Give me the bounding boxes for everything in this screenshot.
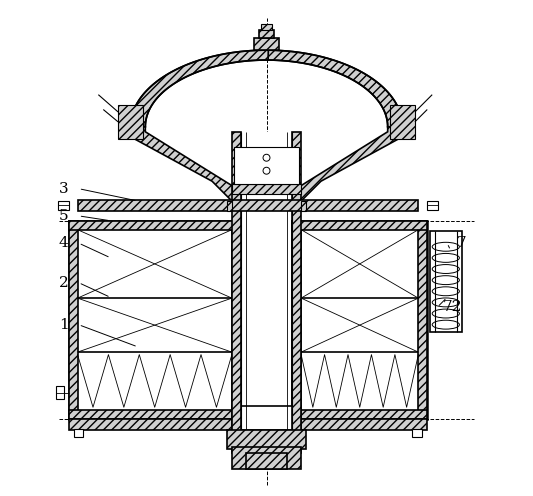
- Bar: [232, 184, 301, 193]
- Bar: [301, 201, 306, 211]
- Bar: [69, 410, 241, 419]
- Bar: [292, 221, 427, 419]
- Bar: [241, 132, 292, 453]
- Bar: [232, 221, 241, 419]
- Bar: [56, 386, 64, 399]
- Bar: [228, 430, 305, 449]
- Bar: [69, 221, 241, 230]
- Bar: [232, 406, 301, 430]
- Polygon shape: [131, 127, 241, 201]
- Circle shape: [263, 154, 270, 161]
- Bar: [118, 105, 143, 139]
- Bar: [413, 429, 422, 437]
- Bar: [69, 221, 78, 419]
- Text: 4: 4: [59, 236, 69, 250]
- Bar: [390, 105, 415, 139]
- Bar: [292, 410, 427, 419]
- Bar: [427, 201, 438, 210]
- Polygon shape: [131, 127, 146, 139]
- Bar: [261, 24, 272, 30]
- Ellipse shape: [432, 264, 459, 273]
- Ellipse shape: [432, 253, 459, 262]
- Polygon shape: [131, 50, 268, 127]
- Polygon shape: [268, 50, 402, 127]
- Bar: [78, 200, 418, 211]
- Bar: [69, 221, 241, 419]
- Bar: [232, 447, 301, 469]
- Bar: [74, 429, 84, 437]
- Ellipse shape: [432, 243, 459, 251]
- Ellipse shape: [432, 276, 459, 285]
- Bar: [292, 221, 427, 230]
- Text: 72: 72: [442, 301, 462, 314]
- Text: 7: 7: [457, 236, 467, 250]
- Text: 3: 3: [59, 182, 69, 195]
- Ellipse shape: [432, 287, 459, 296]
- Bar: [235, 147, 298, 184]
- Bar: [227, 201, 232, 211]
- Bar: [430, 231, 462, 332]
- Bar: [418, 221, 427, 419]
- Circle shape: [263, 167, 270, 174]
- Bar: [292, 221, 301, 419]
- Polygon shape: [387, 127, 402, 139]
- Bar: [292, 132, 301, 453]
- Bar: [69, 419, 427, 430]
- Text: 2: 2: [59, 276, 69, 290]
- Bar: [232, 132, 241, 453]
- Bar: [246, 453, 287, 469]
- Bar: [254, 38, 279, 50]
- Polygon shape: [292, 127, 402, 201]
- Ellipse shape: [432, 298, 459, 307]
- Ellipse shape: [432, 309, 459, 318]
- Text: 5: 5: [59, 209, 69, 223]
- Text: 1: 1: [59, 317, 69, 332]
- Ellipse shape: [432, 320, 459, 329]
- Bar: [259, 30, 274, 38]
- Bar: [58, 201, 69, 210]
